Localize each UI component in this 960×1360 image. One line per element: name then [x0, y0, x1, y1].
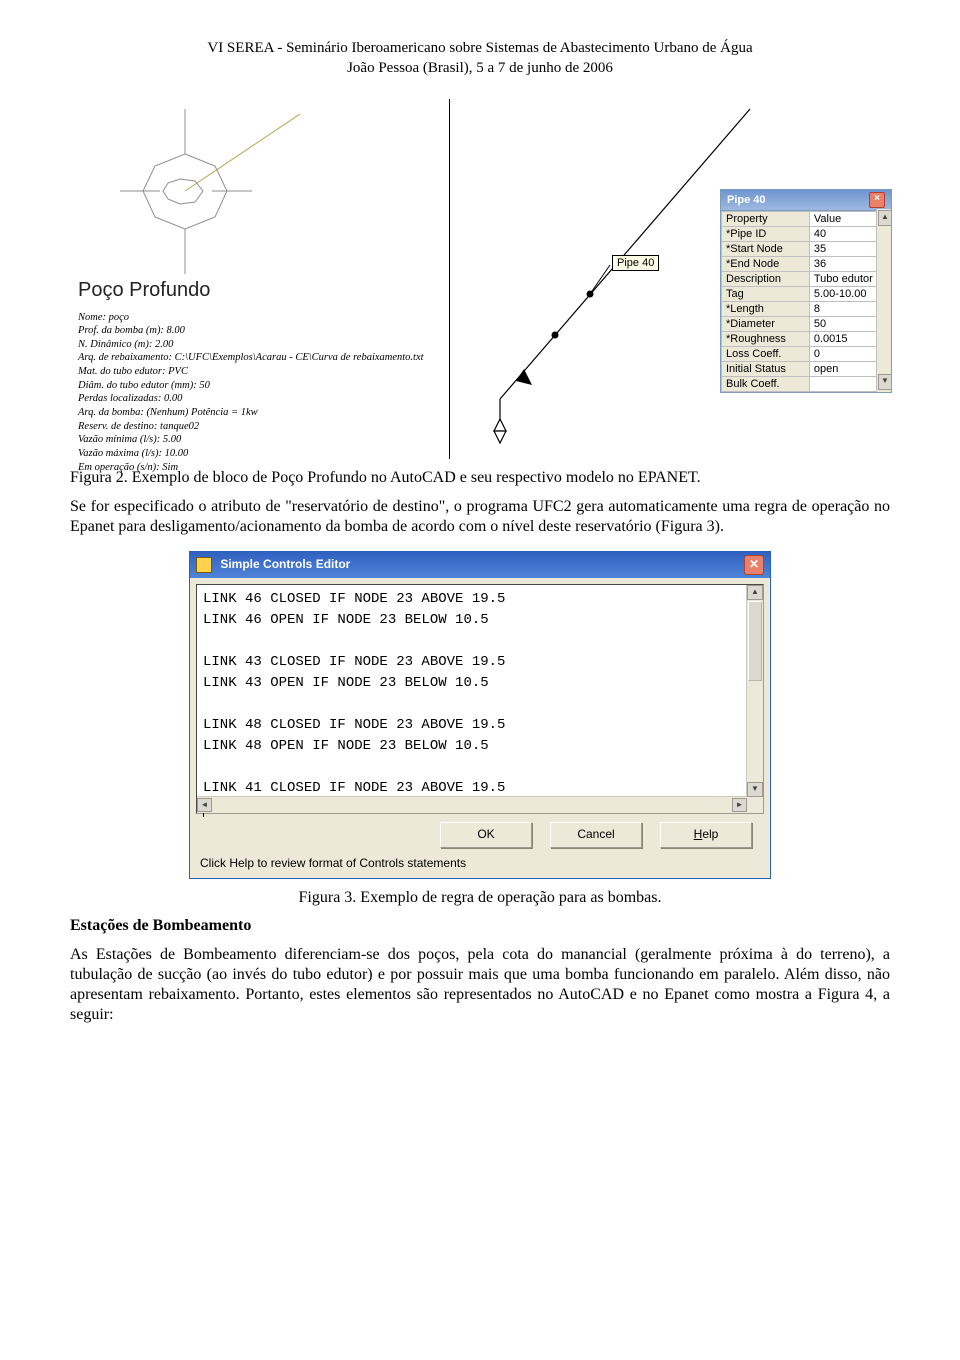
header-line-2: João Pessoa (Brasil), 5 a 7 de junho de … — [70, 58, 890, 78]
chevron-up-icon[interactable]: ▲ — [747, 585, 763, 600]
app-icon — [196, 557, 212, 573]
editor-button-row: OK Cancel Help — [190, 820, 770, 856]
figure-3-caption: Figura 3. Exemplo de regra de operação p… — [70, 889, 890, 907]
cancel-button[interactable]: Cancel — [550, 822, 642, 848]
table-cell: Bulk Coeff. — [722, 376, 810, 391]
autocad-panel: Poço Profundo Nome: poço Prof. da bomba … — [70, 99, 450, 459]
horizontal-scrollbar[interactable]: ◄ ► — [197, 796, 747, 813]
pipe-property-panel[interactable]: Pipe 40 × Property Value *Pipe ID40 *Sta… — [720, 189, 892, 393]
chevron-down-icon[interactable]: ▼ — [747, 782, 763, 797]
pipe-tooltip: Pipe 40 — [612, 255, 659, 271]
vertical-scrollbar[interactable]: ▲ ▼ — [746, 585, 763, 797]
pipe-property-table: Property Value *Pipe ID40 *Start Node35 … — [721, 211, 891, 392]
table-cell: Loss Coeff. — [722, 346, 810, 361]
help-label-rest: elp — [702, 827, 718, 841]
poco-drawing — [70, 99, 450, 299]
help-button[interactable]: Help — [660, 822, 752, 848]
poco-prop: Reserv. de destino: tanque02 — [78, 420, 438, 434]
header-line-1: VI SEREA - Seminário Iberoamericano sobr… — [70, 38, 890, 58]
poco-prop: Prof. da bomba (m): 8.00 — [78, 324, 438, 338]
close-icon[interactable]: × — [869, 192, 885, 208]
paragraph-2: As Estações de Bombeamento diferenciam-s… — [70, 945, 890, 1025]
poco-prop: Diâm. do tubo edutor (mm): 50 — [78, 379, 438, 393]
table-cell: Description — [722, 271, 810, 286]
poco-prop: Nome: poço — [78, 311, 438, 325]
paragraph-1: Se for especificado o atributo de "reser… — [70, 497, 890, 537]
scroll-thumb[interactable] — [748, 601, 762, 681]
col-property: Property — [722, 211, 810, 226]
poco-prop: Vazão máxima (l/s): 10.00 — [78, 447, 438, 461]
close-icon[interactable]: ✕ — [744, 555, 764, 575]
editor-titlebar[interactable]: Simple Controls Editor ✕ — [190, 552, 770, 578]
table-cell: Tag — [722, 286, 810, 301]
poco-prop: Arq. de rebaixamento: C:\UFC\Exemplos\Ac… — [78, 351, 438, 365]
page-header: VI SEREA - Seminário Iberoamericano sobr… — [70, 38, 890, 79]
poco-title: Poço Profundo — [78, 279, 210, 302]
panel-scrollbar[interactable]: ▲ ▼ — [876, 209, 891, 392]
poco-prop-list: Nome: poço Prof. da bomba (m): 8.00 N. D… — [78, 311, 438, 475]
poco-prop: Perdas localizadas: 0.00 — [78, 392, 438, 406]
poco-prop: Vazão mínima (l/s): 5.00 — [78, 433, 438, 447]
controls-editor-window: Simple Controls Editor ✕ LINK 46 CLOSED … — [189, 551, 771, 879]
editor-textarea[interactable]: LINK 46 CLOSED IF NODE 23 ABOVE 19.5 LIN… — [196, 584, 764, 814]
chevron-up-icon[interactable]: ▲ — [878, 210, 892, 226]
poco-prop: N. Dinâmico (m): 2.00 — [78, 338, 438, 352]
table-cell: *Length — [722, 301, 810, 316]
table-cell: *Pipe ID — [722, 226, 810, 241]
chevron-right-icon[interactable]: ► — [732, 798, 747, 812]
chevron-down-icon[interactable]: ▼ — [878, 374, 892, 390]
scroll-corner — [747, 797, 763, 813]
ok-button[interactable]: OK — [440, 822, 532, 848]
table-cell: *End Node — [722, 256, 810, 271]
table-cell: *Diameter — [722, 316, 810, 331]
section-heading: Estações de Bombeamento — [70, 917, 890, 935]
editor-title: Simple Controls Editor — [220, 557, 350, 571]
chevron-left-icon[interactable]: ◄ — [197, 798, 212, 812]
poco-prop: Mat. do tubo edutor: PVC — [78, 365, 438, 379]
poco-prop: Em operação (s/n): Sim — [78, 461, 438, 475]
table-cell: Initial Status — [722, 361, 810, 376]
table-cell: *Start Node — [722, 241, 810, 256]
editor-hint: Click Help to review format of Controls … — [190, 856, 770, 878]
figure-2-row: Poço Profundo Nome: poço Prof. da bomba … — [70, 99, 890, 459]
editor-content[interactable]: LINK 46 CLOSED IF NODE 23 ABOVE 19.5 LIN… — [203, 589, 761, 820]
epanet-panel: Pipe 40 Pipe 40 × Property Value *Pipe I… — [450, 99, 890, 459]
table-cell: *Roughness — [722, 331, 810, 346]
pipe-panel-title: Pipe 40 — [727, 194, 766, 206]
poco-prop: Arq. da bomba: (Nenhum) Potência = 1kw — [78, 406, 438, 420]
